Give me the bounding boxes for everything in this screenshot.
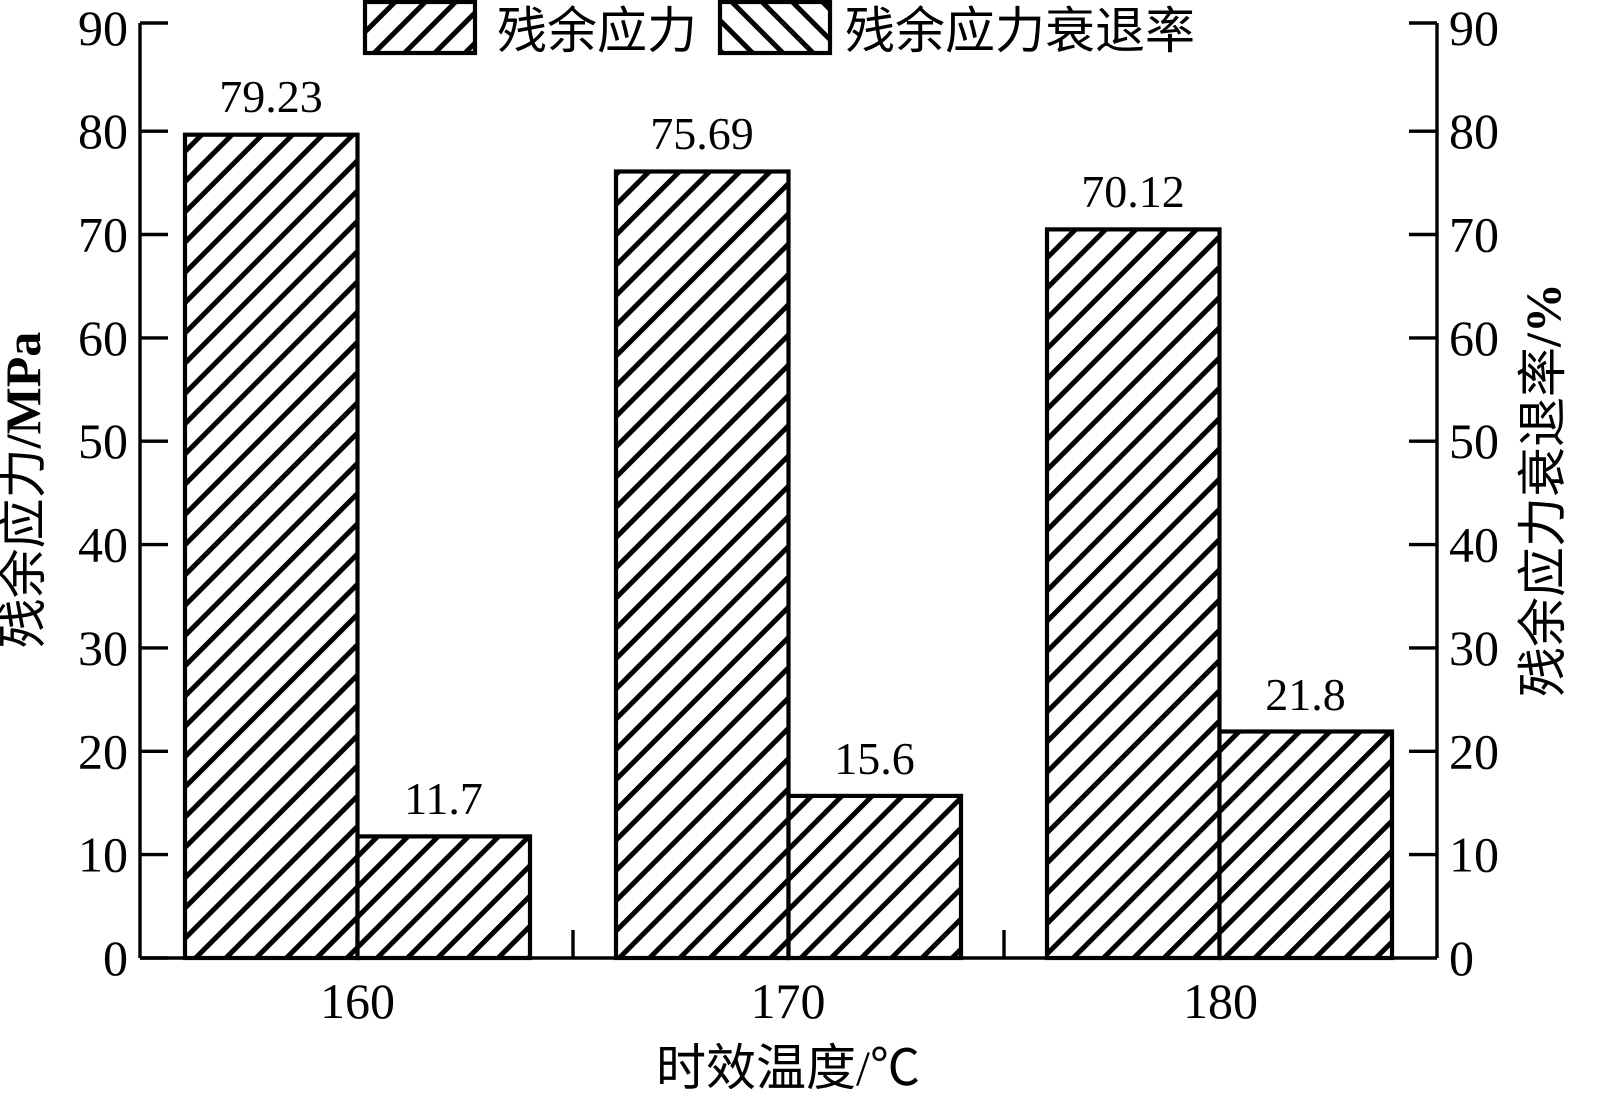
svg-text:180: 180 bbox=[1183, 973, 1258, 1029]
svg-text:15.6: 15.6 bbox=[834, 733, 915, 784]
svg-text:10: 10 bbox=[78, 827, 128, 883]
svg-text:残余应力衰退率: 残余应力衰退率 bbox=[845, 3, 1195, 59]
svg-text:30: 30 bbox=[1449, 620, 1499, 676]
svg-text:50: 50 bbox=[78, 413, 128, 469]
svg-text:20: 20 bbox=[78, 723, 128, 779]
svg-text:80: 80 bbox=[78, 103, 128, 159]
svg-text:50: 50 bbox=[1449, 413, 1499, 469]
svg-text:80: 80 bbox=[1449, 103, 1499, 159]
svg-text:90: 90 bbox=[78, 0, 128, 56]
svg-text:60: 60 bbox=[78, 310, 128, 366]
svg-text:170: 170 bbox=[751, 973, 826, 1029]
svg-text:30: 30 bbox=[78, 620, 128, 676]
svg-text:残余应力衰退率/%: 残余应力衰退率/% bbox=[1515, 283, 1571, 697]
svg-text:11.7: 11.7 bbox=[404, 773, 483, 824]
svg-text:残余应力: 残余应力 bbox=[497, 3, 697, 59]
svg-text:10: 10 bbox=[1449, 827, 1499, 883]
svg-text:90: 90 bbox=[1449, 0, 1499, 56]
svg-text:40: 40 bbox=[78, 517, 128, 573]
svg-text:21.8: 21.8 bbox=[1265, 669, 1346, 720]
svg-text:70.12: 70.12 bbox=[1081, 166, 1185, 217]
svg-text:0: 0 bbox=[103, 930, 128, 986]
svg-text:70: 70 bbox=[1449, 207, 1499, 263]
svg-text:60: 60 bbox=[1449, 310, 1499, 366]
svg-text:75.69: 75.69 bbox=[650, 108, 754, 159]
svg-text:时效温度/℃: 时效温度/℃ bbox=[656, 1040, 920, 1089]
svg-text:20: 20 bbox=[1449, 723, 1499, 779]
svg-text:40: 40 bbox=[1449, 517, 1499, 573]
svg-text:79.23: 79.23 bbox=[219, 71, 323, 122]
svg-text:0: 0 bbox=[1449, 930, 1474, 986]
svg-text:残余应力/MPa: 残余应力/MPa bbox=[0, 332, 51, 649]
svg-text:160: 160 bbox=[320, 973, 395, 1029]
svg-text:70: 70 bbox=[78, 207, 128, 263]
